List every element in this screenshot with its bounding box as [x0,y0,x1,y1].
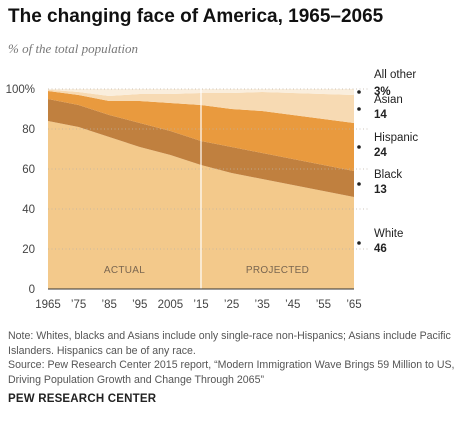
x-tick-label: 2005 [158,299,184,311]
x-tick-label: ’95 [132,299,147,311]
region-label-projected: PROJECTED [246,265,309,276]
x-tick-label: 1965 [35,299,61,311]
legend-value-hispanic: 24 [374,147,387,159]
legend-value-black: 13 [374,184,387,196]
marker-hispanic [357,145,361,149]
stacked-area-chart: ACTUAL PROJECTED 0 20 40 60 80 100% 1965 ’75 ’85 ’… [6,69,419,311]
legend-name-hispanic: Hispanic [374,132,418,144]
marker-all-other [357,90,361,94]
y-tick-label: 80 [22,124,35,136]
legend-name-asian: Asian [374,94,403,106]
marker-white [357,241,361,245]
legend-value-all-other: 3% [374,86,391,98]
x-tick-label: ’15 [193,299,208,311]
area-asian [48,89,354,123]
y-tick-label: 40 [22,204,35,216]
region-label-actual: ACTUAL [104,265,145,276]
x-tick-label: ’45 [285,299,300,311]
axis-layer: 0 20 40 60 80 100% 1965 ’75 ’85 ’95 2005 ’15 ’25 ’35 ’… [6,84,362,311]
chart-subtitle: % of the total population [8,41,138,56]
chart-source: Source: Pew Research Center 2015 report,… [8,359,455,386]
chart-note: Note: Whites, blacks and Asians include … [8,330,451,357]
y-tick-label: 60 [22,164,35,176]
x-tick-label: ’85 [102,299,117,311]
x-tick-label: ’25 [224,299,239,311]
legend-layer: White 46 Black 13 Hispanic 24 Asian 14 All other… [357,69,418,255]
y-tick-label: 100% [6,84,35,96]
y-tick-label: 20 [22,244,35,256]
legend-value-asian: 14 [374,109,387,121]
marker-black [357,182,361,186]
marker-asian [357,107,361,111]
publisher-credit: PEW RESEARCH CENTER [8,393,157,405]
legend-name-all-other: All other [374,69,416,81]
x-tick-label: ’75 [71,299,86,311]
x-tick-label: ’35 [255,299,270,311]
legend-value-white: 46 [374,243,387,255]
x-tick-label: ’65 [346,299,361,311]
x-tick-label: ’55 [316,299,331,311]
legend-name-white: White [374,228,403,240]
grid-layer: ACTUAL PROJECTED [48,87,370,289]
legend-name-black: Black [374,169,402,181]
y-tick-label: 0 [29,284,35,296]
chart-title: The changing face of America, 1965–2065 [8,6,384,27]
